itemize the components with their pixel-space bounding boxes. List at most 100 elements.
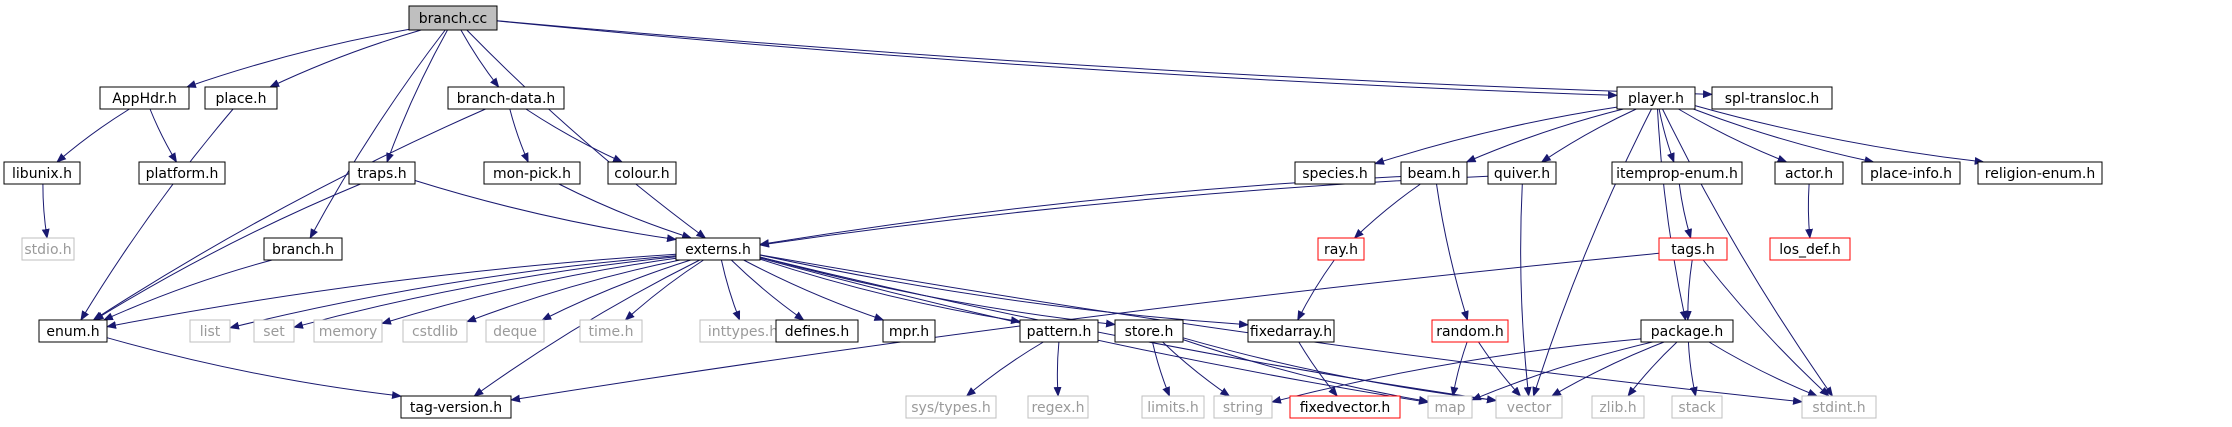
node-branchdata[interactable]: branch-data.h [447,86,565,110]
node-store[interactable]: store.h [1114,319,1184,343]
node-label-traps: traps.h [357,166,406,182]
node-actor[interactable]: actor.h [1774,161,1844,185]
edge-externs-to-set [293,256,677,329]
node-apphdr[interactable]: AppHdr.h [99,86,190,110]
node-box-beam [1400,161,1468,185]
node-label-fixedarray: fixedarray.h [1250,324,1332,340]
node-quiver[interactable]: quiver.h [1487,161,1557,185]
node-tags[interactable]: tags.h [1658,237,1728,261]
node-externs[interactable]: externs.h [675,237,761,261]
node-box-placeinfo [1861,161,1961,185]
node-losdef[interactable]: los_def.h [1769,237,1851,261]
edge-traps-to-enum [93,183,361,321]
edge-branch_cc-to-player [496,20,1618,100]
node-label-branchdata: branch-data.h [457,91,556,107]
node-defines[interactable]: defines.h [775,319,859,343]
edge-package-to-stack [1687,341,1698,397]
edge-player-to-itemprop [1658,108,1675,163]
edge-quiver-to-externs [759,175,1489,248]
node-box-apphdr [99,86,190,110]
node-box-stack [1671,395,1723,419]
node-species[interactable]: species.h [1294,161,1376,185]
node-stdint: stdint.h [1801,395,1877,419]
edge-package-to-string [1271,338,1642,404]
edge-externs-to-defines [730,259,805,321]
node-label-itemprop: itemprop-enum.h [1616,166,1738,182]
edge-externs-to-mpr [743,259,885,321]
node-colour[interactable]: colour.h [607,161,677,185]
node-fixedvector[interactable]: fixedvector.h [1289,395,1401,419]
node-spltransloc[interactable]: spl-transloc.h [1711,86,1833,110]
node-label-defines: defines.h [785,324,849,340]
node-regex: regex.h [1027,395,1089,419]
node-label-enum: enum.h [46,324,99,340]
node-label-limits: limits.h [1147,400,1198,416]
edge-package-to-stdint [1708,341,1818,397]
node-box-player [1616,86,1696,110]
node-box-timeh [579,319,643,343]
node-fixedarray[interactable]: fixedarray.h [1247,319,1335,343]
node-box-religion [1977,161,2103,185]
edge-store-to-vector [1182,337,1497,404]
node-label-beam: beam.h [1407,166,1460,182]
node-enum[interactable]: enum.h [38,319,108,343]
edge-store-to-limits [1152,341,1170,397]
edge-pattern-to-systypes [965,341,1044,397]
edge-player-to-package [1657,108,1688,321]
node-ray[interactable]: ray.h [1317,237,1365,261]
node-box-deque [485,319,545,343]
node-place[interactable]: place.h [204,86,278,110]
node-branchh[interactable]: branch.h [263,237,343,261]
node-mpr[interactable]: mpr.h [882,319,936,343]
node-label-package: package.h [1651,324,1723,340]
node-label-placeinfo: place-info.h [1870,166,1952,182]
edge-random-to-vector [1478,341,1522,397]
node-placeinfo[interactable]: place-info.h [1861,161,1961,185]
node-pattern[interactable]: pattern.h [1019,319,1099,343]
node-package[interactable]: package.h [1640,319,1734,343]
node-box-itemprop [1611,161,1743,185]
node-label-actor: actor.h [1785,166,1833,182]
node-branch_cc[interactable]: branch.cc [408,5,498,31]
edge-apphdr-to-libunix [56,108,130,163]
node-systypes: sys/types.h [905,395,997,419]
node-box-externs [675,237,761,261]
node-box-species [1294,161,1376,185]
edge-beam-to-ray [1353,183,1421,239]
edge-player-to-religion [1694,105,1985,165]
node-label-spltransloc: spl-transloc.h [1725,91,1820,107]
node-label-map: map [1434,400,1465,416]
node-player[interactable]: player.h [1616,86,1696,110]
node-box-package [1640,319,1734,343]
node-box-traps [348,161,416,185]
edge-player-to-beam [1465,108,1624,163]
node-box-map [1427,395,1473,419]
node-map: map [1427,395,1473,419]
node-beam[interactable]: beam.h [1400,161,1468,185]
node-box-vector [1495,395,1563,419]
node-label-zlib: zlib.h [1599,400,1636,416]
edge-tags-to-package [1683,259,1693,321]
node-platform[interactable]: platform.h [138,161,226,185]
node-libunix[interactable]: libunix.h [3,161,81,185]
node-box-regex [1027,395,1089,419]
node-label-deque: deque [493,324,537,340]
node-label-species: species.h [1302,166,1368,182]
node-label-quiver: quiver.h [1494,166,1550,182]
edge-quiver-to-vector [1520,183,1532,397]
edge-beam-to-random [1436,183,1469,321]
node-label-platform: platform.h [146,166,219,182]
node-monpick[interactable]: mon-pick.h [483,161,581,185]
node-label-fixedvector: fixedvector.h [1300,400,1391,416]
node-box-fixedvector [1289,395,1401,419]
node-religion[interactable]: religion-enum.h [1977,161,2103,185]
node-label-random: random.h [1436,324,1504,340]
node-box-cstdlib [402,319,468,343]
node-label-place: place.h [216,91,267,107]
node-tagversion[interactable]: tag-version.h [400,395,512,419]
node-itemprop[interactable]: itemprop-enum.h [1611,161,1743,185]
node-random[interactable]: random.h [1431,319,1509,343]
node-traps[interactable]: traps.h [348,161,416,185]
node-box-ray [1317,237,1365,261]
